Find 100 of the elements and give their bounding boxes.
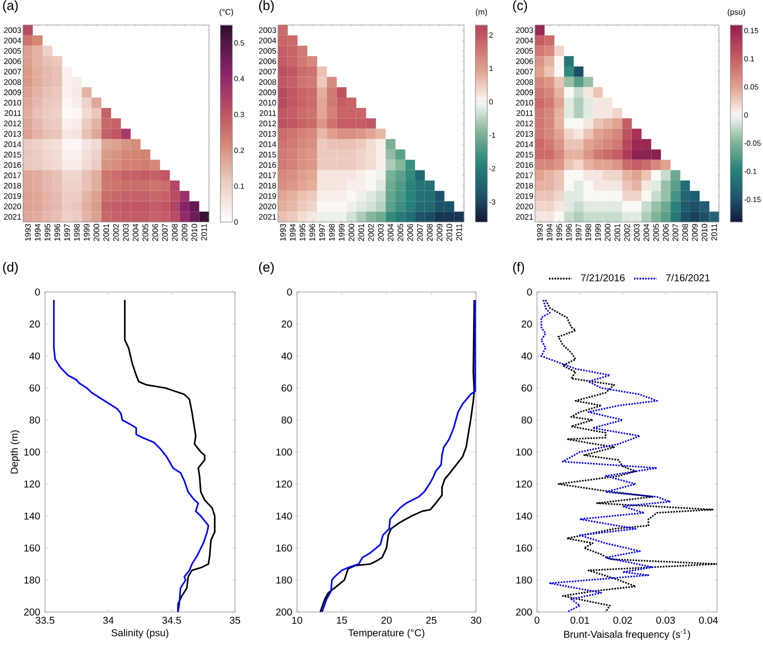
x-tick-label: 1996 (54, 224, 60, 241)
y-tick-label: 2007 (259, 68, 276, 74)
x-tick-label: 35 (230, 616, 240, 624)
x-tick-label: 2003 (634, 224, 640, 241)
x-tick-label: 2010 (191, 224, 198, 241)
x-tick-label: 1993 (25, 224, 31, 241)
y-tick-label: 2020 (516, 204, 534, 210)
x-tick-label: 2011 (456, 224, 462, 240)
y-tick-label: 2007 (516, 68, 534, 74)
y-tick-label: 2021 (259, 214, 276, 220)
y-tick-label: 2009 (516, 90, 534, 96)
x-tick-label: 1998 (329, 224, 335, 241)
x-tick-label: 1996 (309, 224, 316, 241)
x-tick-label: 1999 (338, 224, 344, 241)
x-tick-label: 0.04 (699, 616, 718, 624)
line-series (544, 299, 718, 612)
x-tick-label: 30 (470, 616, 482, 624)
y-tick-label: 2018 (516, 182, 534, 189)
y-tick-label: 2016 (259, 162, 276, 168)
chart-title: (b) (259, 0, 274, 13)
y-tick-label: 2019 (259, 193, 276, 199)
color-bar-title: (m) (476, 8, 487, 16)
y-tick-label: 2021 (4, 214, 22, 220)
y-tick-label: 20 (30, 320, 40, 328)
y-tick-label: 2019 (4, 193, 22, 199)
y-tick-label: 2017 (259, 172, 276, 178)
x-tick-label: 1997 (64, 224, 70, 241)
x-tick-label: 1999 (84, 224, 90, 241)
y-tick-label: 60 (282, 384, 292, 392)
y-tick-label: 2010 (516, 100, 534, 106)
legend-label: 7/21/2016 (581, 274, 625, 282)
x-tick-label: 2002 (113, 224, 119, 241)
x-tick-label: 2000 (94, 224, 100, 241)
x-tick-label: 2008 (682, 224, 688, 241)
x-tick-label: 2007 (417, 224, 423, 241)
y-tick-label: 2003 (516, 27, 534, 34)
y-tick-label: 2020 (259, 204, 276, 210)
y-tick-label: 2003 (259, 27, 276, 34)
x-tick-label: 34.5 (162, 616, 181, 624)
x-tick-label: 2004 (388, 224, 394, 241)
y-tick-label: 200 (24, 608, 40, 616)
x-tick-label: 2000 (348, 224, 354, 241)
y-tick-label: 2015 (516, 152, 534, 158)
x-tick-label: 1994 (546, 224, 552, 241)
y-tick-label: 2003 (4, 27, 22, 34)
x-tick-label: 2006 (407, 224, 413, 241)
x-tick-label: 2001 (358, 224, 364, 241)
y-tick-label: 2013 (516, 131, 534, 137)
y-tick-label: 2012 (4, 120, 22, 126)
y-tick-label: 0 (527, 288, 532, 296)
y-tick-label: 120 (24, 480, 40, 488)
y-tick-label: 2005 (4, 48, 22, 54)
y-tick-label: 20 (522, 320, 532, 328)
y-tick-label: 2011 (516, 110, 534, 116)
x-tick-label: 1994 (34, 224, 41, 241)
y-tick-label: 180 (516, 576, 532, 584)
y-tick-label: 200 (516, 608, 532, 616)
color-bar-title: (psu) (728, 8, 746, 16)
x-tick-label: 1998 (74, 224, 80, 241)
y-tick-label: 2013 (259, 131, 276, 137)
y-tick-label: 2021 (516, 214, 534, 220)
y-tick-label: 160 (276, 544, 292, 552)
y-tick-label: 2016 (4, 162, 22, 168)
y-tick-label: 2015 (259, 152, 276, 158)
y-tick-label: 40 (521, 352, 532, 360)
y-tick-label: 2012 (516, 120, 534, 126)
x-tick-label: 2011 (711, 224, 718, 240)
y-tick-label: 80 (282, 416, 292, 424)
x-tick-label: 1997 (319, 224, 325, 241)
y-tick-label: 2017 (4, 172, 22, 178)
y-tick-label: 100 (24, 448, 40, 456)
chart-title: (d) (3, 262, 18, 274)
y-tick-label: 180 (276, 576, 292, 584)
y-tick-label: 2015 (4, 152, 22, 158)
chart-title: (a) (3, 0, 18, 13)
x-tick-label: 10 (292, 616, 302, 624)
x-tick-label: 2001 (614, 224, 620, 241)
y-tick-label: 40 (281, 352, 292, 360)
y-tick-label: 60 (522, 384, 532, 392)
y-tick-label: 80 (30, 416, 40, 424)
x-tick-label: 2002 (368, 224, 374, 241)
x-axis-title: Salinity (psu) (112, 628, 168, 638)
y-tick-label: 2011 (4, 110, 22, 116)
x-tick-label: 1997 (576, 224, 582, 241)
x-axis-title: Brunt-Vaisala frequency (s$^{-1}$) (564, 628, 690, 640)
x-tick-label: 2007 (672, 224, 678, 241)
y-tick-label: 0 (287, 288, 292, 296)
y-axis-title: Depth (m) (10, 430, 20, 474)
x-tick-label: 2009 (692, 224, 698, 241)
x-tick-label: 0.01 (570, 616, 590, 624)
chart-title: (e) (259, 262, 274, 274)
x-tick-label: 20 (381, 616, 392, 624)
y-tick-label: 2007 (4, 68, 22, 74)
x-tick-label: 1996 (566, 224, 572, 241)
x-tick-label: 2008 (172, 224, 178, 241)
y-tick-label: 2004 (259, 38, 276, 44)
y-tick-label: 2004 (516, 38, 534, 44)
y-tick-label: 120 (276, 480, 292, 488)
y-tick-label: 160 (24, 544, 40, 552)
x-tick-label: 2006 (662, 224, 669, 241)
